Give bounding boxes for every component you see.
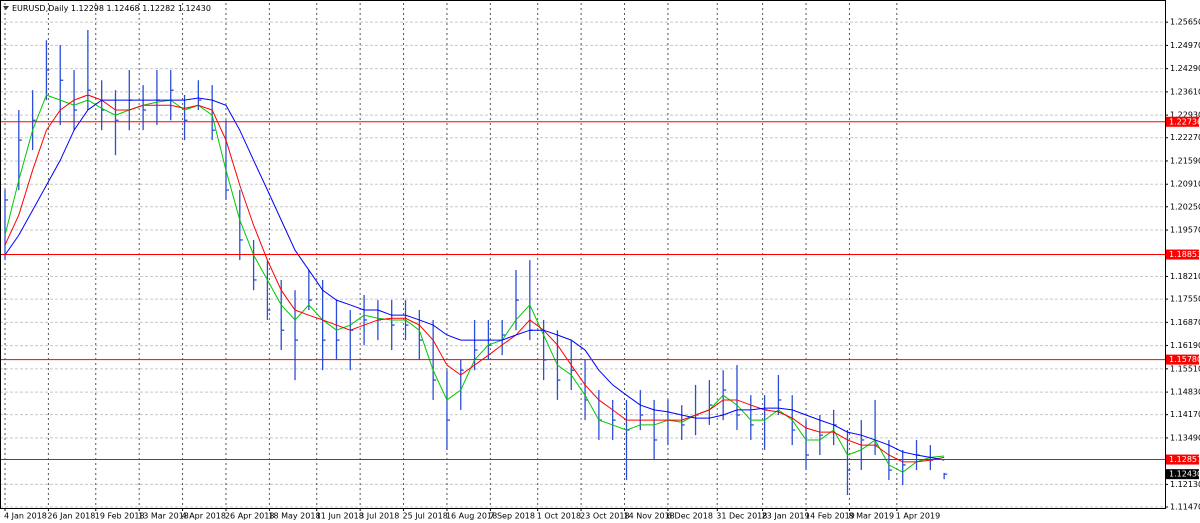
x-tick-label: 18 May 2018	[268, 512, 320, 521]
x-tick-label: 13 Mar 2018	[138, 512, 189, 521]
y-tick-label: 1.17550	[1170, 295, 1200, 304]
moving-average-line	[4, 97, 945, 461]
y-tick-label: 1.16190	[1170, 341, 1200, 350]
y-tick-label: 1.14170	[1170, 410, 1200, 419]
quote-high: 1.12468	[107, 4, 140, 13]
level-label-box	[1166, 454, 1199, 465]
y-tick-label: 1.14830	[1170, 388, 1200, 397]
level-label-box	[1166, 116, 1199, 127]
x-tick-label: 7 Sep 2018	[489, 512, 535, 521]
current-price-box	[1166, 469, 1199, 480]
y-tick-label: 1.16870	[1170, 318, 1200, 327]
x-tick-label: 1 Apr 2019	[896, 512, 940, 521]
x-tick-label: 3 Jul 2018	[359, 512, 399, 521]
x-tick-label: 4 Apr 2018	[182, 512, 226, 521]
quote-low: 1.12282	[142, 4, 175, 13]
axes: 1.25650 1.24970 1.24290 1.23610 1.22930 1.222…	[4, 18, 1200, 521]
x-tick-label: 26 Apr 2018	[225, 512, 274, 521]
level-label: 1.12857	[1169, 455, 1200, 464]
x-tick-label: 11 Jun 2018	[316, 512, 364, 521]
y-tick-label: 1.25650	[1170, 18, 1200, 27]
level-label-box	[1166, 354, 1199, 365]
x-tick-label: 26 Jan 2018	[47, 512, 95, 521]
quote-open: 1.12298	[71, 4, 104, 13]
y-tick-label: 1.13490	[1170, 433, 1200, 442]
plot	[0, 30, 1165, 496]
x-tick-label: 31 Dec 2018	[716, 512, 767, 521]
level-label-box	[1166, 249, 1199, 260]
y-tick-label: 1.24970	[1170, 41, 1200, 50]
y-tick-label: 1.19570	[1170, 226, 1200, 235]
x-tick-label: 14 Nov 2018	[624, 512, 675, 521]
x-tick-label: 4 Jan 2018	[4, 512, 47, 521]
y-tick-label: 1.11470	[1170, 502, 1200, 511]
symbol-icon	[3, 6, 9, 10]
y-tick-label: 1.15510	[1170, 364, 1200, 373]
chart-title: EURUSD,Daily	[12, 4, 69, 13]
y-tick-label: 1.21590	[1170, 156, 1200, 165]
current-price-label: 1.12430	[1169, 470, 1200, 479]
x-tick-label: 1 Oct 2018	[537, 512, 581, 521]
x-tick-label: 25 Jul 2018	[403, 512, 448, 521]
level-label: 1.15780	[1169, 355, 1200, 364]
chart-header: EURUSD,Daily 1.12298 1.12468 1.12282 1.1…	[12, 4, 211, 13]
y-tick-label: 1.18210	[1170, 272, 1200, 281]
y-tick-label: 1.22930	[1170, 111, 1200, 120]
x-tick-label: 16 Aug 2018	[446, 512, 497, 521]
y-tick-label: 1.20910	[1170, 180, 1200, 189]
plot-frame	[0, 0, 1166, 509]
moving-average-line	[4, 94, 945, 463]
x-tick-label: 19 Feb 2018	[95, 512, 145, 521]
y-tick-label: 1.22270	[1170, 133, 1200, 142]
y-tick-label: 1.20250	[1170, 202, 1200, 211]
x-tick-label: 8 Mar 2019	[848, 512, 894, 521]
level-label: 1.18853	[1169, 250, 1200, 259]
level-label: 1.22736	[1169, 117, 1200, 126]
y-tick-label: 1.12130	[1170, 480, 1200, 489]
y-tick-label: 1.24290	[1170, 64, 1200, 73]
x-tick-label: 6 Dec 2018	[667, 512, 713, 521]
quote-close: 1.12430	[178, 4, 211, 13]
x-tick-label: 23 Jan 2019	[762, 512, 810, 521]
x-tick-label: 23 Oct 2018	[580, 512, 629, 521]
y-tick-label: 1.23610	[1170, 87, 1200, 96]
x-tick-label: 14 Feb 2019	[805, 512, 855, 521]
